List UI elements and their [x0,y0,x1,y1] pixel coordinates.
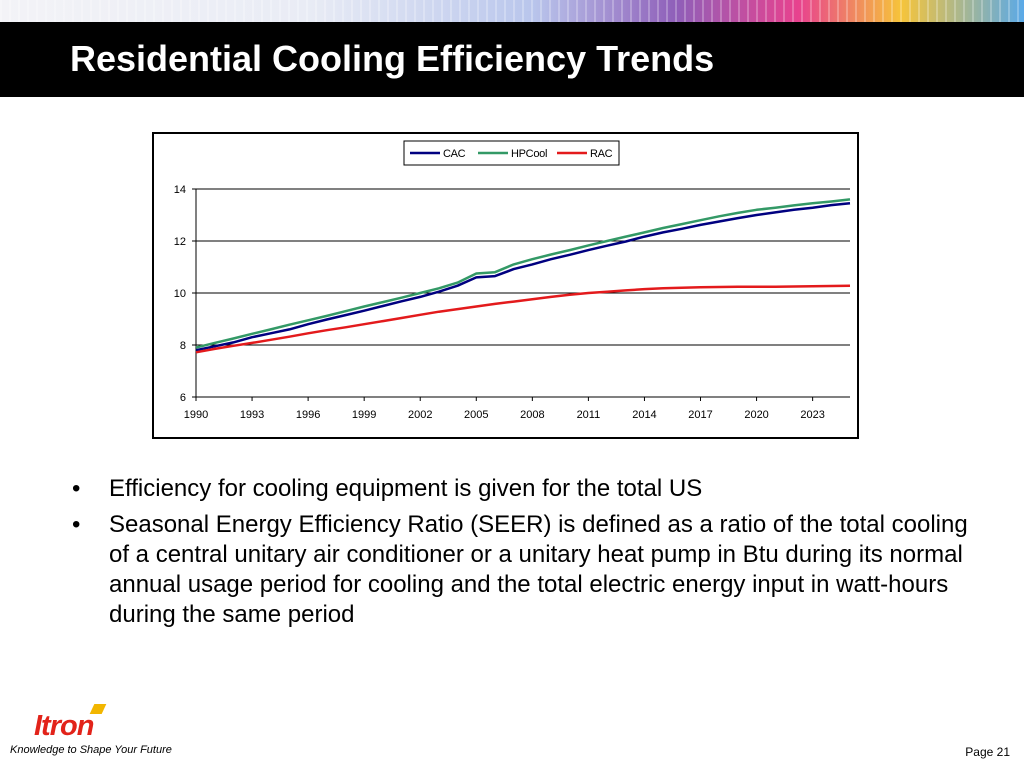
x-tick-label: 2014 [632,409,656,421]
x-tick-label: 1996 [296,409,320,421]
company-tagline: Knowledge to Shape Your Future [10,744,172,756]
legend-label-rac: RAC [590,148,613,160]
page-number: Page 21 [965,745,1010,759]
chart-axes [192,188,850,401]
x-tick-label: 2017 [688,409,712,421]
x-tick-label: 2002 [408,409,432,421]
y-tick-label: 12 [174,236,186,248]
chart-series [195,198,851,354]
bullet-item: • Seasonal Energy Efficiency Ratio (SEER)… [72,510,982,630]
chart-tick-labels: 6 8 10 12 14 1990 1993 1996 1999 2002 2005 2008 2011… [174,184,825,421]
page-title: Residential Cooling Efficiency Trends [70,38,715,79]
x-tick-label: 2005 [464,409,488,421]
y-tick-label: 8 [180,340,186,352]
x-tick-label: 2008 [520,409,544,421]
line-chart: CAC HPCool RAC 6 8 10 12 14 1990 1993 1996 1999 200… [152,132,859,439]
decorative-banner [0,0,1024,22]
y-tick-label: 10 [174,288,186,300]
chart-canvas: CAC HPCool RAC 6 8 10 12 14 1990 1993 1996 1999 200… [174,140,851,421]
y-tick-label: 14 [174,184,186,196]
series-line-hpcool [195,198,851,349]
bullet-symbol: • [72,511,81,538]
bullet-symbol: • [72,475,81,502]
bullet-text: Seasonal Energy Efficiency Ratio (SEER) … [109,511,968,628]
x-tick-label: 1990 [184,409,208,421]
series-line-rac [195,284,851,354]
legend-label-hpcool: HPCool [511,148,547,160]
chart-gridlines [196,188,850,398]
x-tick-label: 1999 [352,409,376,421]
y-tick-label: 6 [180,392,186,404]
chart-legend: CAC HPCool RAC [403,140,620,166]
itron-logo: Itron [30,704,130,746]
title-bar: Residential Cooling Efficiency Trends [0,0,1024,97]
bullet-text: Efficiency for cooling equipment is give… [109,475,703,502]
bullet-list: • Efficiency for cooling equipment is giv… [72,474,982,636]
logo-wordmark: Itron [34,710,94,742]
legend-label-cac: CAC [443,148,466,160]
x-tick-label: 2011 [577,409,601,421]
series-line-cac [195,202,851,352]
x-tick-label: 1993 [240,409,264,421]
bullet-item: • Efficiency for cooling equipment is giv… [72,474,982,504]
x-tick-label: 2023 [800,409,824,421]
x-tick-label: 2020 [744,409,768,421]
